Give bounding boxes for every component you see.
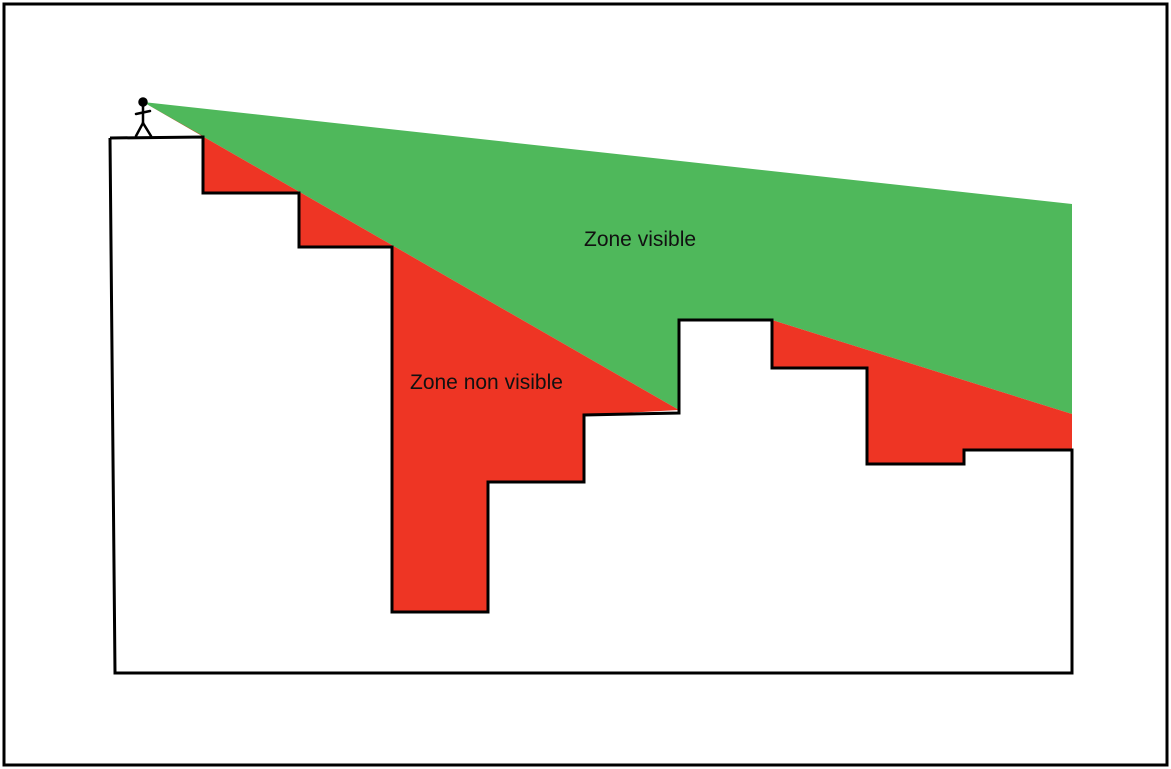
visible-zone-label: Zone visible [584,228,696,251]
hidden-zone-area-right [772,320,1072,464]
terrain-outline [108,135,1074,675]
visible-zone-area [143,102,1072,414]
stick-figure-icon [134,97,153,138]
hidden-zone-area-left [143,102,679,612]
hidden-zone-label: Zone non visible [410,371,563,394]
